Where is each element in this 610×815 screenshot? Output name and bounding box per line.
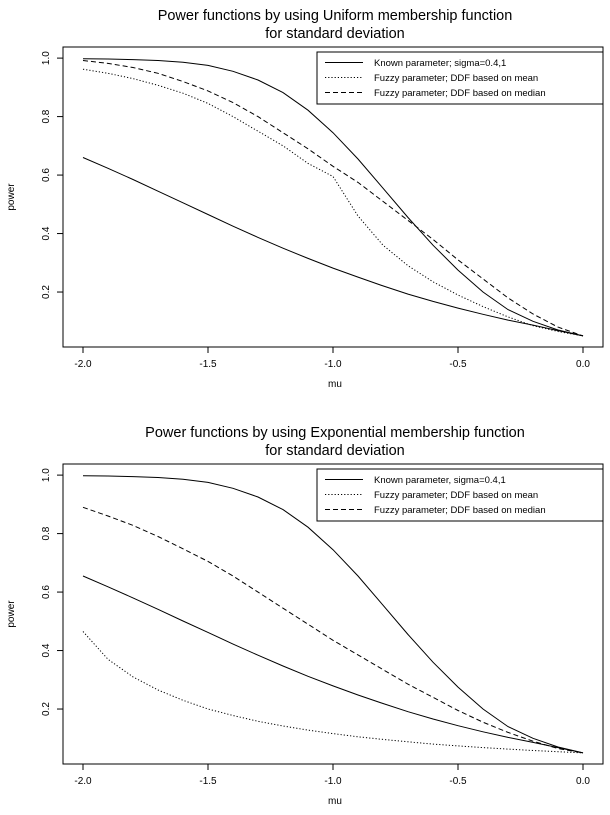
series-line-3 <box>82 506 584 754</box>
chart-subtitle: for standard deviation <box>265 443 404 459</box>
series-line-1 <box>82 157 584 337</box>
x-tick-label: -0.5 <box>449 359 467 370</box>
x-tick-label: 0.0 <box>576 776 590 787</box>
x-tick-label: 0.0 <box>576 359 590 370</box>
series-line-1 <box>82 575 584 754</box>
chart-title: Power functions by using Uniform members… <box>158 8 513 24</box>
x-tick-label: -2.0 <box>74 359 92 370</box>
x-tick-label: -1.0 <box>324 776 342 787</box>
legend-label-known: Known parameter; sigma=0.4,1 <box>374 58 506 69</box>
y-tick-label: 1.0 <box>41 468 52 482</box>
chart-exponential: Power functions by using Exponential mem… <box>6 425 604 807</box>
legend-label-mean: Fuzzy parameter; DDF based on mean <box>374 490 538 501</box>
y-tick-label: 0.8 <box>41 109 52 123</box>
chart-uniform: Power functions by using Uniform members… <box>6 8 604 390</box>
x-axis-label: mu <box>328 379 342 390</box>
chart-subtitle: for standard deviation <box>265 26 404 42</box>
y-tick-label: 0.2 <box>41 285 52 299</box>
legend-label-known: Known parameter, sigma=0.4,1 <box>374 475 506 486</box>
x-tick-label: -1.0 <box>324 359 342 370</box>
x-tick-label: -1.5 <box>199 776 217 787</box>
x-axis-label: mu <box>328 796 342 807</box>
x-tick-label: -2.0 <box>74 776 92 787</box>
y-tick-label: 0.2 <box>41 702 52 716</box>
legend-box <box>316 468 604 522</box>
y-tick-label: 0.6 <box>41 585 52 599</box>
y-tick-label: 0.8 <box>41 526 52 540</box>
legend-box <box>316 51 604 105</box>
y-tick-label: 0.6 <box>41 168 52 182</box>
y-axis-label: power <box>6 600 17 628</box>
legend-label-median: Fuzzy parameter; DDF based on median <box>374 505 546 516</box>
y-tick-label: 0.4 <box>41 226 52 240</box>
series-line-0 <box>82 58 584 337</box>
series-line-2 <box>82 68 584 337</box>
legend-label-mean: Fuzzy parameter; DDF based on mean <box>374 73 538 84</box>
y-tick-label: 1.0 <box>41 51 52 65</box>
legend-label-median: Fuzzy parameter; DDF based on median <box>374 88 546 99</box>
series-line-2 <box>82 631 584 754</box>
x-tick-label: -0.5 <box>449 776 467 787</box>
series-line-3 <box>82 60 584 337</box>
series-line-0 <box>82 475 584 754</box>
y-tick-label: 0.4 <box>41 643 52 657</box>
y-axis-label: power <box>6 183 17 211</box>
x-tick-label: -1.5 <box>199 359 217 370</box>
chart-title: Power functions by using Exponential mem… <box>145 425 525 441</box>
